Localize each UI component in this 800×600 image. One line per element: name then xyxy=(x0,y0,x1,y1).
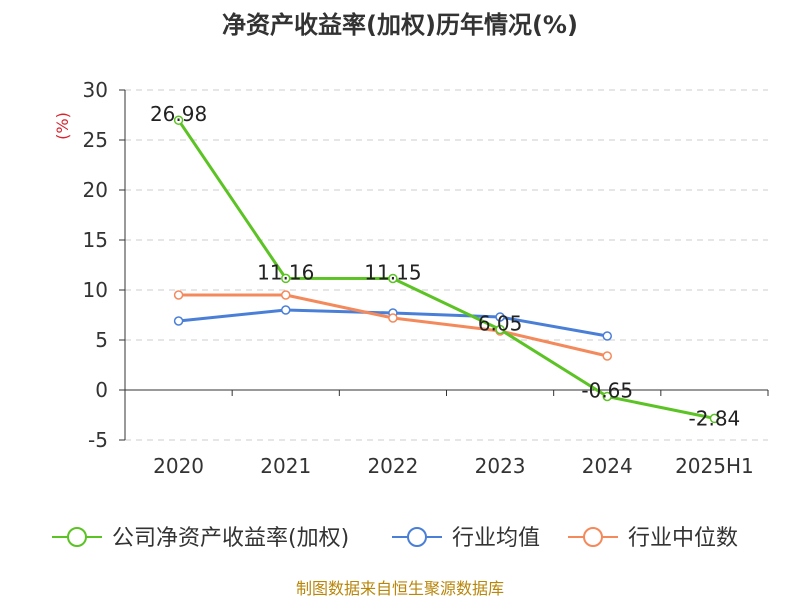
data-label: 11.15 xyxy=(364,261,421,285)
data-point xyxy=(173,316,184,326)
legend-marker xyxy=(407,527,427,547)
x-tick-label: 2022 xyxy=(367,454,418,478)
x-tick-label: 2025H1 xyxy=(675,454,754,478)
y-tick-label: -5 xyxy=(88,428,108,452)
data-label: -0.65 xyxy=(581,379,633,403)
y-axis-unit: (%) xyxy=(53,112,72,140)
y-tick-label: 5 xyxy=(95,328,108,352)
chart-title: 净资产收益率(加权)历年情况(%) xyxy=(222,11,578,39)
series-line xyxy=(177,119,715,420)
data-label: 6.05 xyxy=(478,312,523,336)
series-group xyxy=(173,115,720,424)
data-point xyxy=(495,324,505,335)
x-tick-label: 2024 xyxy=(582,454,633,478)
axes: 30 25 20 15 10 5 0 -5 2020 2021 2022 2023 2024 2025H1 xyxy=(83,78,769,478)
data-point xyxy=(281,290,291,300)
data-point xyxy=(495,312,505,322)
y-tick-label: 30 xyxy=(83,78,108,102)
x-tick-label: 2023 xyxy=(475,454,526,478)
data-point xyxy=(388,313,398,323)
y-tick-label: 0 xyxy=(95,378,108,402)
data-point xyxy=(602,391,612,402)
data-label: 11.16 xyxy=(257,260,314,284)
data-point xyxy=(709,413,720,424)
legend-label: 行业均值 xyxy=(452,526,540,551)
y-tick-label: 20 xyxy=(83,178,108,202)
legend: 公司净资产收益率(加权) 行业均值 行业中位数 xyxy=(52,526,738,551)
y-tick-label: 10 xyxy=(83,278,108,302)
data-labels: 26.98 11.16 11.15 6.05 -0.65 -2.84 xyxy=(150,102,740,430)
source-note: 制图数据来自恒生聚源数据库 xyxy=(296,579,504,598)
y-tick-label: 25 xyxy=(83,128,108,152)
legend-marker xyxy=(583,527,603,547)
legend-marker xyxy=(67,527,87,547)
data-point xyxy=(173,115,184,125)
x-tick-label: 2020 xyxy=(153,454,204,478)
data-label: -2.84 xyxy=(689,406,741,430)
gridlines xyxy=(125,89,768,441)
data-point xyxy=(388,273,398,284)
y-tick-label: 15 xyxy=(83,228,108,252)
data-point xyxy=(602,351,612,361)
legend-label: 公司净资产收益率(加权) xyxy=(112,526,349,551)
x-tick-label: 2021 xyxy=(260,454,311,478)
data-point xyxy=(173,290,184,300)
data-point xyxy=(281,305,291,315)
data-point xyxy=(281,273,291,284)
data-point xyxy=(602,331,612,341)
data-label: 26.98 xyxy=(150,102,207,126)
legend-label: 行业中位数 xyxy=(628,526,738,551)
